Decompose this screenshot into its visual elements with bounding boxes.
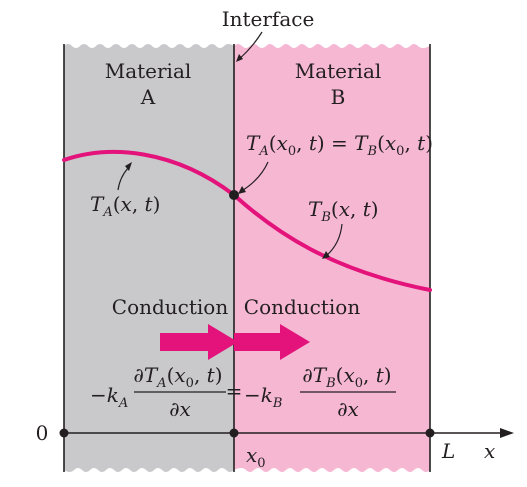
interface-leader-arrowhead	[236, 54, 243, 62]
flux-equals-sign: =	[226, 379, 243, 403]
conduction-b-label: Conduction	[244, 295, 361, 319]
interface-condition-arrowhead	[238, 186, 246, 194]
profile-b-leader	[325, 223, 343, 257]
conduction-a-label: Conduction	[112, 295, 229, 319]
axis-variable-label: x	[484, 439, 495, 463]
end-tick-label: L	[441, 439, 455, 463]
material-a-letter: A	[140, 85, 156, 109]
end-point	[425, 428, 435, 438]
interface-point	[229, 190, 239, 200]
x-axis-arrowhead	[500, 428, 514, 438]
flux-lhs-numerator: ∂TA(x0, t)	[133, 363, 222, 391]
flux-rhs-coefficient: −kB	[244, 383, 282, 411]
heat-flux-arrow-a	[160, 324, 238, 360]
material-b-letter: B	[331, 85, 346, 109]
profile-a-arrowhead	[125, 162, 132, 171]
flux-rhs-numerator: ∂TB(x0, t)	[302, 363, 391, 391]
material-a-title: Material	[105, 59, 192, 83]
flux-lhs-coefficient: −kA	[90, 383, 128, 411]
material-b-title: Material	[295, 59, 382, 83]
interface-tick-label: x0	[246, 443, 266, 471]
heat-flux-arrow-b	[234, 324, 310, 360]
origin-point	[59, 428, 69, 438]
interface-condition: TA(x0, t) = TB(x0, t)	[246, 131, 433, 159]
origin-label: 0	[36, 421, 49, 445]
interface-axis-point	[229, 428, 239, 438]
profile-b-arrowhead	[322, 251, 330, 259]
flux-rhs-denominator: ∂x	[337, 397, 359, 421]
interface-label: Interface	[222, 7, 315, 31]
profile-a-label: TA(x, t)	[90, 192, 160, 220]
flux-lhs-denominator: ∂x	[169, 397, 191, 421]
profile-b-label: TB(x, t)	[308, 197, 379, 225]
